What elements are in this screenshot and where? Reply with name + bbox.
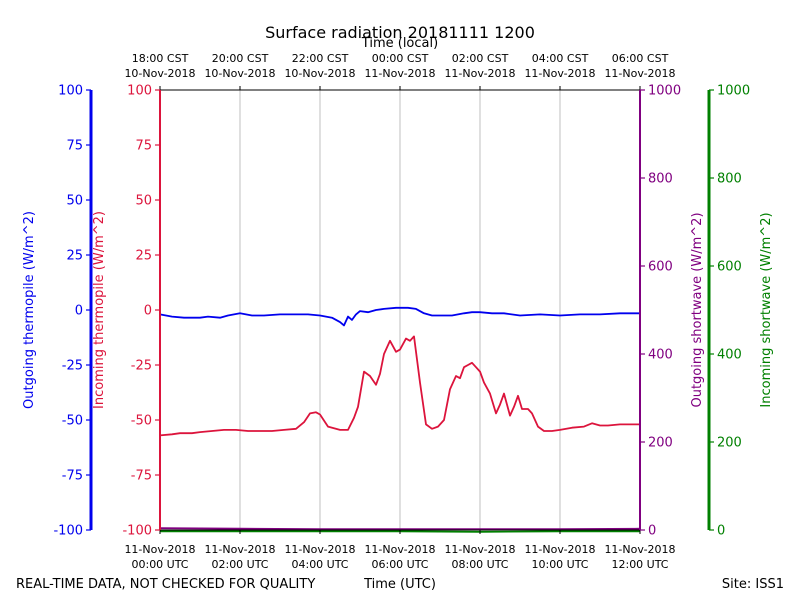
outgoing-shortwave-tick-label: 0	[648, 524, 656, 539]
bottom-x-tick-label: 11-Nov-2018	[364, 543, 435, 556]
bottom-x-tick-label: 11-Nov-2018	[604, 543, 675, 556]
incoming-thermopile-tick-label: -75	[131, 469, 152, 484]
outgoing-thermopile-tick-label: -25	[62, 359, 83, 374]
incoming-shortwave-tick-label: 200	[717, 436, 742, 451]
top-x-tick-label: 02:00 CST	[452, 52, 509, 65]
bottom-x-tick-label: 12:00 UTC	[611, 558, 668, 571]
incoming-thermopile-tick-label: -100	[122, 524, 152, 539]
outgoing-thermopile-tick-label: 25	[66, 249, 83, 264]
incoming-shortwave-tick-label: 400	[717, 348, 742, 363]
incoming-thermopile-tick-label: 75	[135, 139, 152, 154]
site-label: Site: ISS1	[722, 577, 784, 592]
top-x-tick-label: 06:00 CST	[612, 52, 669, 65]
outgoing-shortwave-tick-label: 1000	[648, 84, 681, 99]
bottom-x-tick-label: 00:00 UTC	[131, 558, 188, 571]
incoming-shortwave-tick-label: 800	[717, 172, 742, 187]
bottom-x-tick-label: 04:00 UTC	[291, 558, 348, 571]
outgoing-thermopile-tick-label: 0	[75, 304, 83, 319]
outgoing-shortwave-tick-label: 600	[648, 260, 673, 275]
bottom-x-tick-label: 11-Nov-2018	[524, 543, 595, 556]
top-x-tick-label: 18:00 CST	[132, 52, 189, 65]
incoming-shortwave-tick-label: 0	[717, 524, 725, 539]
incoming-shortwave-tick-label: 600	[717, 260, 742, 275]
top-x-tick-label: 04:00 CST	[532, 52, 589, 65]
top-x-tick-label: 22:00 CST	[292, 52, 349, 65]
top-x-tick-label: 20:00 CST	[212, 52, 269, 65]
outgoing-shortwave-tick-label: 200	[648, 436, 673, 451]
incoming-shortwave-tick-label: 1000	[717, 84, 750, 99]
outgoing-thermopile-tick-label: 75	[66, 139, 83, 154]
outgoing-shortwave-tick-label: 400	[648, 348, 673, 363]
top-x-tick-label: 00:00 CST	[372, 52, 429, 65]
top-x-tick-label: 11-Nov-2018	[524, 67, 595, 80]
bottom-x-axis-label: Time (UTC)	[363, 577, 436, 592]
incoming-thermopile-series-line	[159, 335, 640, 437]
bottom-x-tick-label: 06:00 UTC	[371, 558, 428, 571]
bottom-x-tick-label: 10:00 UTC	[531, 558, 588, 571]
top-x-tick-label: 10-Nov-2018	[124, 67, 195, 80]
outgoing-thermopile-tick-label: 50	[66, 194, 83, 209]
incoming-thermopile-tick-label: -50	[131, 414, 152, 429]
top-x-tick-label: 10-Nov-2018	[204, 67, 275, 80]
incoming-thermopile-tick-label: 100	[127, 84, 152, 99]
outgoing-thermopile-axis-label: Outgoing thermopile (W/m^2)	[22, 211, 37, 409]
bottom-x-tick-label: 11-Nov-2018	[204, 543, 275, 556]
gridlines	[239, 90, 561, 530]
bottom-x-tick-label: 02:00 UTC	[211, 558, 268, 571]
outgoing-thermopile-tick-label: -50	[62, 414, 83, 429]
outgoing-thermopile-series-line	[159, 306, 640, 327]
top-x-tick-label: 11-Nov-2018	[444, 67, 515, 80]
chart-title: Surface radiation 20181111 1200	[265, 23, 535, 42]
outgoing-thermopile-tick-label: 100	[58, 84, 83, 99]
bottom-x-tick-label: 08:00 UTC	[451, 558, 508, 571]
incoming-thermopile-tick-label: 25	[135, 249, 152, 264]
outgoing-shortwave-axis-label: Outgoing shortwave (W/m^2)	[690, 212, 705, 407]
incoming-thermopile-tick-label: 50	[135, 194, 152, 209]
top-x-tick-label: 11-Nov-2018	[604, 67, 675, 80]
quality-disclaimer: REAL-TIME DATA, NOT CHECKED FOR QUALITY	[16, 577, 315, 592]
bottom-x-tick-label: 11-Nov-2018	[444, 543, 515, 556]
incoming-thermopile-tick-label: 0	[144, 304, 152, 319]
outgoing-thermopile-tick-label: -100	[53, 524, 83, 539]
axes: 18:00 CST 10-Nov-2018 20:00 CST 10-Nov-2018…	[22, 52, 774, 571]
top-x-axis-label: Time (local)	[361, 36, 438, 51]
top-x-tick-label: 10-Nov-2018	[284, 67, 355, 80]
outgoing-shortwave-tick-label: 800	[648, 172, 673, 187]
incoming-thermopile-tick-label: -25	[131, 359, 152, 374]
incoming-thermopile-axis-label: Incoming thermopile (W/m^2)	[92, 211, 107, 409]
outgoing-shortwave-series-line	[159, 527, 641, 530]
bottom-x-tick-label: 11-Nov-2018	[124, 543, 195, 556]
top-x-tick-label: 11-Nov-2018	[364, 67, 435, 80]
incoming-shortwave-axis-label: Incoming shortwave (W/m^2)	[759, 212, 774, 407]
bottom-x-tick-label: 11-Nov-2018	[284, 543, 355, 556]
outgoing-thermopile-tick-label: -75	[62, 469, 83, 484]
